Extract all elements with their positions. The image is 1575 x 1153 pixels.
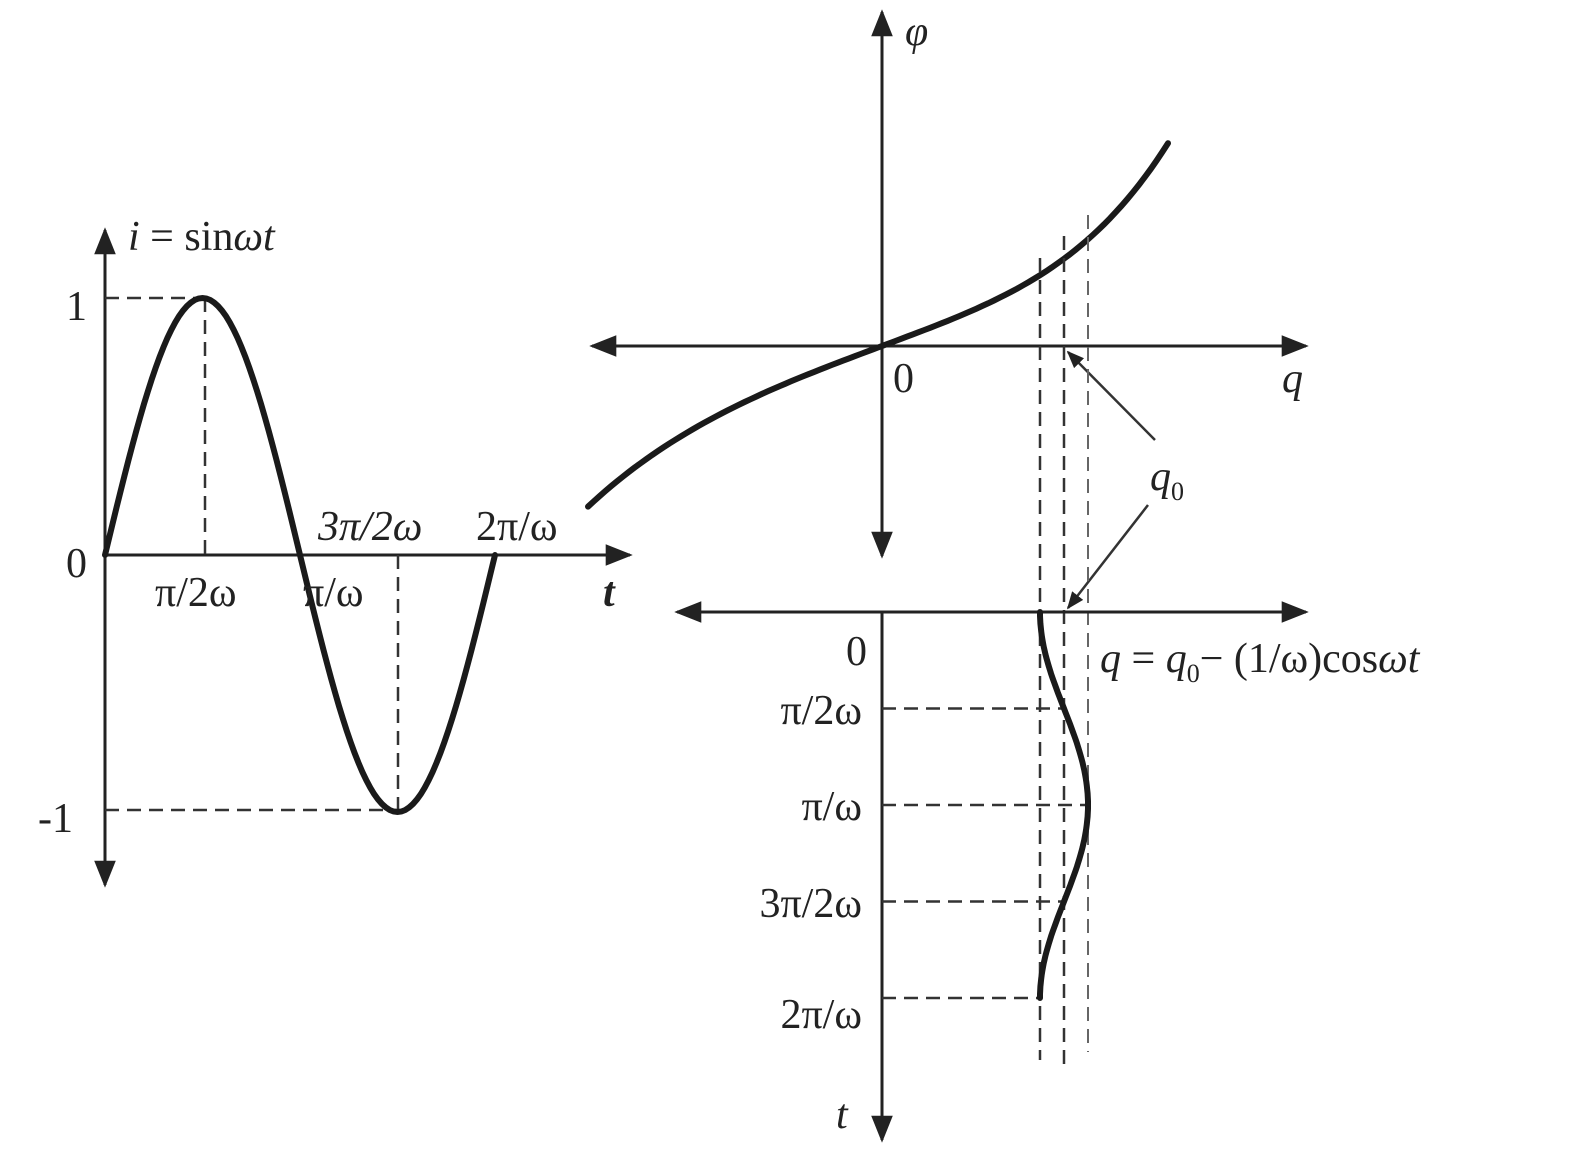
peak-guide: [105, 296, 207, 555]
t-tick-2pi-over-w: 2π/ω: [780, 992, 862, 1038]
tick-pi-over-2w: π/2ω: [155, 570, 237, 616]
tick-2pi-over-w: 2π/ω: [476, 504, 558, 550]
origin-label: 0: [893, 356, 914, 402]
q-t-curve: [1037, 609, 1091, 1001]
trough-guide: [105, 555, 400, 812]
t-tick-3pi-over-2w: 3π/2ω: [759, 881, 862, 927]
phi-q-curve: [585, 140, 1171, 510]
phi-q-plot: φ 0 q q0: [585, 9, 1309, 610]
tick-1: 1: [66, 284, 87, 330]
tick-0: 0: [66, 541, 87, 587]
sine-plot: i = sinωt 1 0 -1 π/2ω π/ω 3π/2ω 2π/ω t: [38, 214, 633, 888]
t-tick-pi-over-w: π/ω: [801, 784, 862, 830]
i-axis-label: i = sinωt: [128, 214, 276, 260]
tick-pi-over-w: π/ω: [303, 570, 364, 616]
q-axis-label: q: [1282, 356, 1303, 402]
q-t-plot: 0 q = q0− (1/ω)cosωt π/2ω π/ω 3π/2ω 2π/ω…: [674, 601, 1421, 1143]
phi-axis-label: φ: [905, 9, 928, 55]
origin-label-2: 0: [846, 629, 867, 675]
tick-3pi-over-2w: 3π/2ω: [317, 504, 422, 550]
tick-minus-1: -1: [38, 796, 73, 842]
t-tick-pi-over-2w: π/2ω: [780, 688, 862, 734]
q-formula: q = q0− (1/ω)cosωt: [1100, 636, 1421, 688]
q0-pointer-bottom: [1066, 504, 1149, 610]
q0-pointer-top: [1066, 350, 1156, 441]
t-axis-label-2: t: [836, 1092, 849, 1138]
t-axis-label: t: [603, 570, 616, 616]
q0-label: q0: [1150, 454, 1184, 506]
sine-curve: [102, 294, 498, 816]
